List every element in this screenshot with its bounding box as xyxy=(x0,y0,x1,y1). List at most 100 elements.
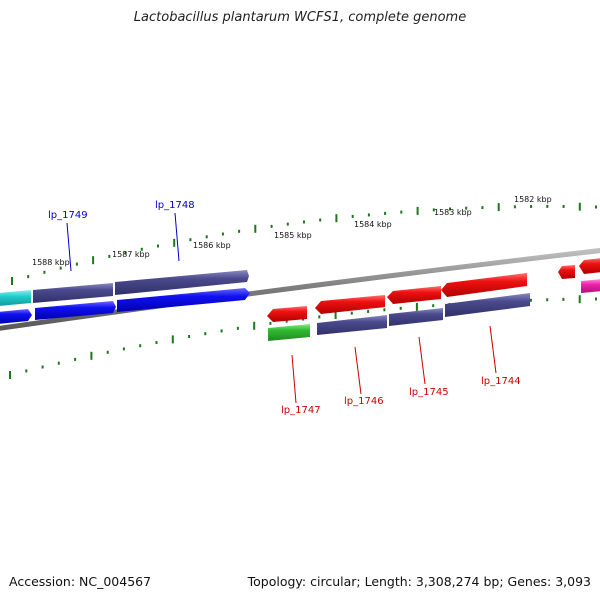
minor-tick xyxy=(43,270,46,274)
gene-feature-magenta-edge[interactable] xyxy=(581,279,600,293)
minor-tick xyxy=(189,238,192,242)
minor-tick xyxy=(546,298,549,302)
scale-label-1586: 1586 kbp xyxy=(193,241,231,250)
minor-tick xyxy=(465,206,468,210)
minor-tick xyxy=(108,254,111,258)
minor-tick xyxy=(220,329,223,333)
major-tick xyxy=(334,311,337,319)
outer-tick-ring xyxy=(11,202,597,285)
gene-feature-blue-1[interactable] xyxy=(0,309,32,324)
minor-tick xyxy=(204,332,207,336)
minor-tick xyxy=(122,347,125,351)
gene-feature-lp-1749[interactable] xyxy=(33,283,113,303)
topology-text: Topology: circular; Length: 3,308,274 bp… xyxy=(247,574,591,589)
leader-lp-1749 xyxy=(66,222,72,272)
scale-label-1582: 1582 kbp xyxy=(514,195,552,204)
minor-tick xyxy=(384,211,387,215)
leader-lp-1745 xyxy=(418,336,426,385)
minor-tick xyxy=(106,350,109,354)
gene-feature-green[interactable] xyxy=(268,324,310,341)
map-title: Lactobacillus plantarum WCFS1, complete … xyxy=(133,10,467,25)
gene-feature-red-1744[interactable] xyxy=(441,273,527,297)
minor-tick xyxy=(529,298,532,302)
gene-label-lp-1744[interactable]: lp_1744 xyxy=(481,376,521,387)
minor-tick xyxy=(350,311,353,315)
gene-feature-lp-1745[interactable] xyxy=(389,308,443,326)
minor-tick xyxy=(27,275,30,279)
minor-tick xyxy=(59,266,62,270)
scale-label-1587: 1587 kbp xyxy=(112,250,150,259)
scale-label-1588: 1588 kbp xyxy=(32,258,70,267)
major-tick xyxy=(9,371,11,379)
minor-tick xyxy=(351,214,354,218)
gene-feature-red-edge-2[interactable] xyxy=(579,258,600,274)
label-leaders xyxy=(66,212,497,404)
major-tick xyxy=(92,256,95,265)
major-tick xyxy=(578,202,581,211)
genome-backbone xyxy=(0,248,600,331)
minor-tick xyxy=(319,218,322,222)
minor-tick xyxy=(41,365,44,369)
gene-feature-blue-3[interactable] xyxy=(117,288,250,312)
gene-label-lp-1745[interactable]: lp_1745 xyxy=(409,387,449,398)
minor-tick xyxy=(432,208,435,212)
minor-tick xyxy=(205,235,208,239)
minor-tick xyxy=(530,205,533,208)
scale-label-1584: 1584 kbp xyxy=(354,220,392,229)
scale-label-1583: 1583 kbp xyxy=(434,208,472,217)
minor-tick xyxy=(595,205,597,209)
gene-label-lp-1748[interactable]: lp_1748 xyxy=(155,200,195,211)
minor-tick xyxy=(399,306,402,310)
major-tick xyxy=(497,203,500,212)
major-tick xyxy=(253,321,256,330)
gene-feature-cyan[interactable] xyxy=(0,290,31,306)
minor-tick xyxy=(75,262,78,266)
minor-tick xyxy=(367,309,370,313)
minor-tick xyxy=(449,207,451,211)
minor-tick xyxy=(140,247,143,251)
gene-feature-red-1746[interactable] xyxy=(315,295,385,314)
major-tick xyxy=(171,335,174,344)
major-tick xyxy=(335,214,338,223)
accession-text: Accession: NC_004567 xyxy=(9,574,152,589)
leader-lp-1746 xyxy=(354,346,362,395)
minor-tick xyxy=(188,335,191,338)
major-tick xyxy=(416,206,419,215)
minor-tick xyxy=(546,204,549,208)
gene-feature-lp-1744[interactable] xyxy=(445,293,530,317)
gene-feature-red-edge-1[interactable] xyxy=(558,265,575,279)
scale-labels: 1582 kbp 1583 kbp 1584 kbp 1585 kbp 1586… xyxy=(32,195,552,267)
minor-tick xyxy=(367,213,370,217)
gene-label-lp-1749[interactable]: lp_1749 xyxy=(48,210,88,221)
major-tick xyxy=(415,302,418,311)
minor-tick xyxy=(400,210,403,214)
minor-tick xyxy=(74,357,77,361)
minor-tick xyxy=(270,224,273,228)
gene-label-lp-1746[interactable]: lp_1746 xyxy=(344,396,384,407)
gene-feature-lp-1746[interactable] xyxy=(317,315,387,335)
minor-tick xyxy=(286,222,289,226)
major-tick xyxy=(254,224,257,233)
minor-tick xyxy=(25,369,28,373)
gene-feature-red-1745[interactable] xyxy=(387,286,441,304)
forward-outer-track xyxy=(0,270,249,306)
minor-tick xyxy=(595,297,597,301)
reverse-inner-track xyxy=(268,293,530,341)
leader-lp-1748 xyxy=(174,212,180,262)
gene-feature-lp-1748[interactable] xyxy=(115,270,249,295)
minor-tick xyxy=(562,205,565,208)
gene-label-lp-1747[interactable]: lp_1747 xyxy=(281,405,321,416)
minor-tick xyxy=(221,232,224,236)
gene-feature-blue-2[interactable] xyxy=(35,301,116,320)
gene-feature-lp-1747-red[interactable] xyxy=(267,306,307,322)
forward-inner-track xyxy=(0,288,250,324)
minor-tick xyxy=(236,326,239,330)
minor-tick xyxy=(383,308,386,312)
minor-tick xyxy=(432,304,435,308)
gene-labels: lp_1749 lp_1748 lp_1747 lp_1746 lp_1745 … xyxy=(48,200,521,416)
edge-features xyxy=(558,258,600,293)
major-tick xyxy=(578,295,581,304)
minor-tick xyxy=(124,251,127,255)
minor-tick xyxy=(57,361,60,365)
